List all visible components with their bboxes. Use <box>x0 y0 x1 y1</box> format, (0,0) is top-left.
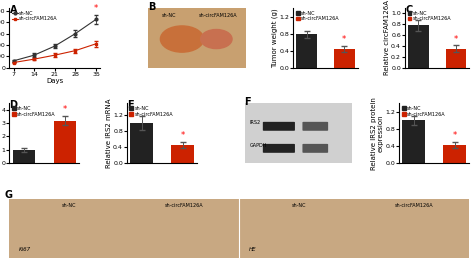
Text: *: * <box>63 105 67 114</box>
Bar <box>171 145 194 163</box>
Text: sh-NC: sh-NC <box>162 13 176 18</box>
Legend: sh-NC, sh-circFAM126A: sh-NC, sh-circFAM126A <box>129 106 173 116</box>
Bar <box>130 123 153 163</box>
Text: G: G <box>5 190 13 200</box>
Bar <box>408 25 428 68</box>
Circle shape <box>160 26 204 52</box>
Text: C: C <box>405 5 412 15</box>
Text: sh-circFAM126A: sh-circFAM126A <box>395 203 433 208</box>
Text: *: * <box>453 131 457 140</box>
Text: F: F <box>245 97 251 107</box>
Y-axis label: Relative IRS2 protein
expression: Relative IRS2 protein expression <box>371 97 384 169</box>
Bar <box>54 121 76 163</box>
Legend: sh-NC, sh-circFAM126A: sh-NC, sh-circFAM126A <box>408 10 451 21</box>
Y-axis label: Tumor weight (g): Tumor weight (g) <box>272 8 278 68</box>
Text: sh-NC: sh-NC <box>62 203 76 208</box>
Text: sh-circFAM126A: sh-circFAM126A <box>199 13 237 18</box>
Circle shape <box>201 30 232 49</box>
Bar <box>334 49 355 68</box>
Text: sh-NC: sh-NC <box>292 203 306 208</box>
Y-axis label: Relative IRS2 mRNA: Relative IRS2 mRNA <box>106 98 111 168</box>
Text: A: A <box>9 5 17 15</box>
Text: *: * <box>94 4 98 13</box>
Text: sh-circFAM126A: sh-circFAM126A <box>165 203 203 208</box>
Legend: sh-NC, sh-circFAM126A: sh-NC, sh-circFAM126A <box>296 10 339 21</box>
Text: *: * <box>454 35 458 44</box>
Text: GAPDH: GAPDH <box>250 143 267 148</box>
FancyBboxPatch shape <box>263 122 295 131</box>
Bar <box>446 49 466 68</box>
FancyBboxPatch shape <box>302 144 328 153</box>
Bar <box>402 121 425 163</box>
Text: HE: HE <box>248 247 256 252</box>
Text: IRS2: IRS2 <box>250 120 261 125</box>
FancyBboxPatch shape <box>263 144 295 153</box>
Text: *: * <box>181 131 185 140</box>
Text: E: E <box>127 100 134 110</box>
Y-axis label: Relative circFAM126A: Relative circFAM126A <box>383 0 390 75</box>
FancyBboxPatch shape <box>302 122 328 131</box>
Bar <box>444 145 466 163</box>
Legend: sh-NC, sh-circFAM126A: sh-NC, sh-circFAM126A <box>12 10 58 22</box>
Text: *: * <box>342 35 346 44</box>
Legend: sh-NC, sh-circFAM126A: sh-NC, sh-circFAM126A <box>12 106 55 116</box>
Text: Ki67: Ki67 <box>18 247 31 252</box>
Bar <box>296 34 317 68</box>
Text: B: B <box>147 2 155 12</box>
X-axis label: Days: Days <box>46 78 64 84</box>
Legend: sh-NC, sh-circFAM126A: sh-NC, sh-circFAM126A <box>401 106 445 116</box>
Text: D: D <box>9 100 18 110</box>
Bar <box>13 150 35 163</box>
